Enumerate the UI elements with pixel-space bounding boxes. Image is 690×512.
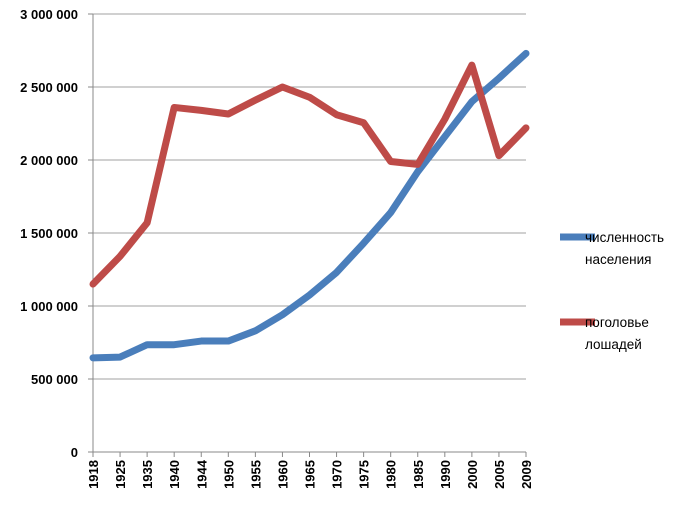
x-tick-label: 1980 <box>384 460 399 489</box>
x-tick-label: 1918 <box>86 460 101 489</box>
x-tick-label: 2005 <box>492 460 507 489</box>
y-tick-label: 500 000 <box>31 372 78 387</box>
x-tick-label: 1950 <box>221 460 236 489</box>
x-tick-label: 1940 <box>167 460 182 489</box>
x-tick-label: 1965 <box>303 460 318 489</box>
x-tick-label: 1990 <box>438 460 453 489</box>
y-tick-label: 1 000 000 <box>20 299 78 314</box>
y-tick-label: 3 000 000 <box>20 7 78 22</box>
legend-label-2: поголовье <box>585 315 649 330</box>
y-tick-label: 2 500 000 <box>20 80 78 95</box>
series-line-1 <box>89 49 530 362</box>
series-line-2 <box>89 61 530 288</box>
x-tick-label: 1944 <box>194 459 209 489</box>
x-tick-label: 1955 <box>248 460 263 489</box>
x-tick-label: 2009 <box>519 460 534 489</box>
x-tick-label: 1975 <box>357 460 372 489</box>
x-tick-label: 1985 <box>411 460 426 489</box>
legend-label-1: населения <box>585 252 651 267</box>
y-tick-label: 0 <box>71 445 78 460</box>
x-tick-label: 2000 <box>465 460 480 489</box>
x-tick-label: 1925 <box>113 460 128 489</box>
x-tick-label: 1935 <box>140 460 155 489</box>
legend-label-2: лошадей <box>585 337 642 352</box>
x-tick-label: 1960 <box>275 460 290 489</box>
x-tick-label: 1970 <box>330 460 345 489</box>
legend-label-1: численность <box>585 230 664 245</box>
y-tick-label: 1 500 000 <box>20 226 78 241</box>
y-tick-label: 2 000 000 <box>20 153 78 168</box>
